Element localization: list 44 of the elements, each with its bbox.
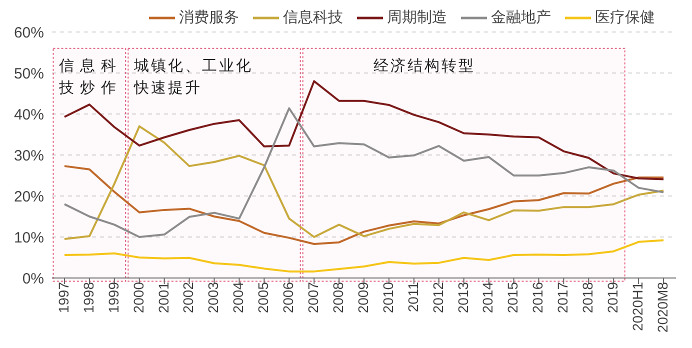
x-tick-label: 1997 bbox=[55, 282, 72, 314]
x-tick-label: 2016 bbox=[530, 282, 546, 314]
x-tick-label: 2014 bbox=[480, 282, 496, 314]
y-tick-label: 40% bbox=[14, 106, 44, 124]
y-tick-label: 50% bbox=[14, 65, 44, 82]
line-series bbox=[63, 165, 665, 245]
x-tick-label: 2001 bbox=[155, 282, 172, 314]
y-tick-label: 10% bbox=[14, 229, 44, 246]
x-tick-label: 2011 bbox=[404, 282, 421, 312]
legend-label: 金融地产 bbox=[490, 8, 551, 27]
x-tick-label: 2008 bbox=[330, 282, 346, 314]
y-tick-label: 0% bbox=[22, 270, 44, 288]
x-tick-label: 2000 bbox=[130, 282, 146, 314]
y-tick-label: 30% bbox=[14, 147, 44, 164]
x-tick-label: 2006 bbox=[280, 282, 296, 314]
legend-label: 消费服务 bbox=[178, 8, 239, 27]
x-tick-label: 2003 bbox=[205, 282, 222, 314]
y-tick-label: 20% bbox=[14, 188, 44, 206]
x-tick-label: 2017 bbox=[554, 282, 571, 314]
x-tick-label: 2004 bbox=[230, 282, 246, 314]
x-tick-label: 2007 bbox=[305, 282, 322, 314]
band-label: 信息科技炒作 bbox=[58, 56, 122, 96]
legend-label: 周期制造 bbox=[386, 8, 447, 27]
x-tick-label: 2020M8 bbox=[654, 282, 670, 333]
x-tick-label: 2019 bbox=[604, 282, 621, 314]
x-tick-label: 2005 bbox=[255, 282, 272, 314]
x-tick-label: 1998 bbox=[80, 282, 96, 314]
legend-label: 信息科技 bbox=[282, 8, 343, 27]
x-tick-label: 2013 bbox=[454, 282, 471, 314]
x-tick-label: 2010 bbox=[380, 282, 396, 314]
band-label: 城镇化、工业化快速提升 bbox=[133, 56, 254, 96]
x-tick-label: 2018 bbox=[580, 282, 596, 314]
band-label: 经济结构转型 bbox=[374, 56, 476, 74]
x-tick-label: 1999 bbox=[105, 282, 122, 314]
line-series bbox=[63, 107, 665, 238]
line-series bbox=[63, 239, 665, 272]
legend-label: 医疗保健 bbox=[594, 8, 655, 27]
x-tick-label: 2020H1 bbox=[630, 282, 646, 332]
line-series bbox=[63, 125, 665, 240]
x-tick-label: 2015 bbox=[504, 282, 521, 314]
x-tick-label: 2002 bbox=[180, 282, 196, 314]
x-tick-label: 2009 bbox=[354, 282, 371, 314]
x-tick-label: 2012 bbox=[430, 282, 446, 314]
y-tick-label: 60% bbox=[14, 24, 44, 42]
